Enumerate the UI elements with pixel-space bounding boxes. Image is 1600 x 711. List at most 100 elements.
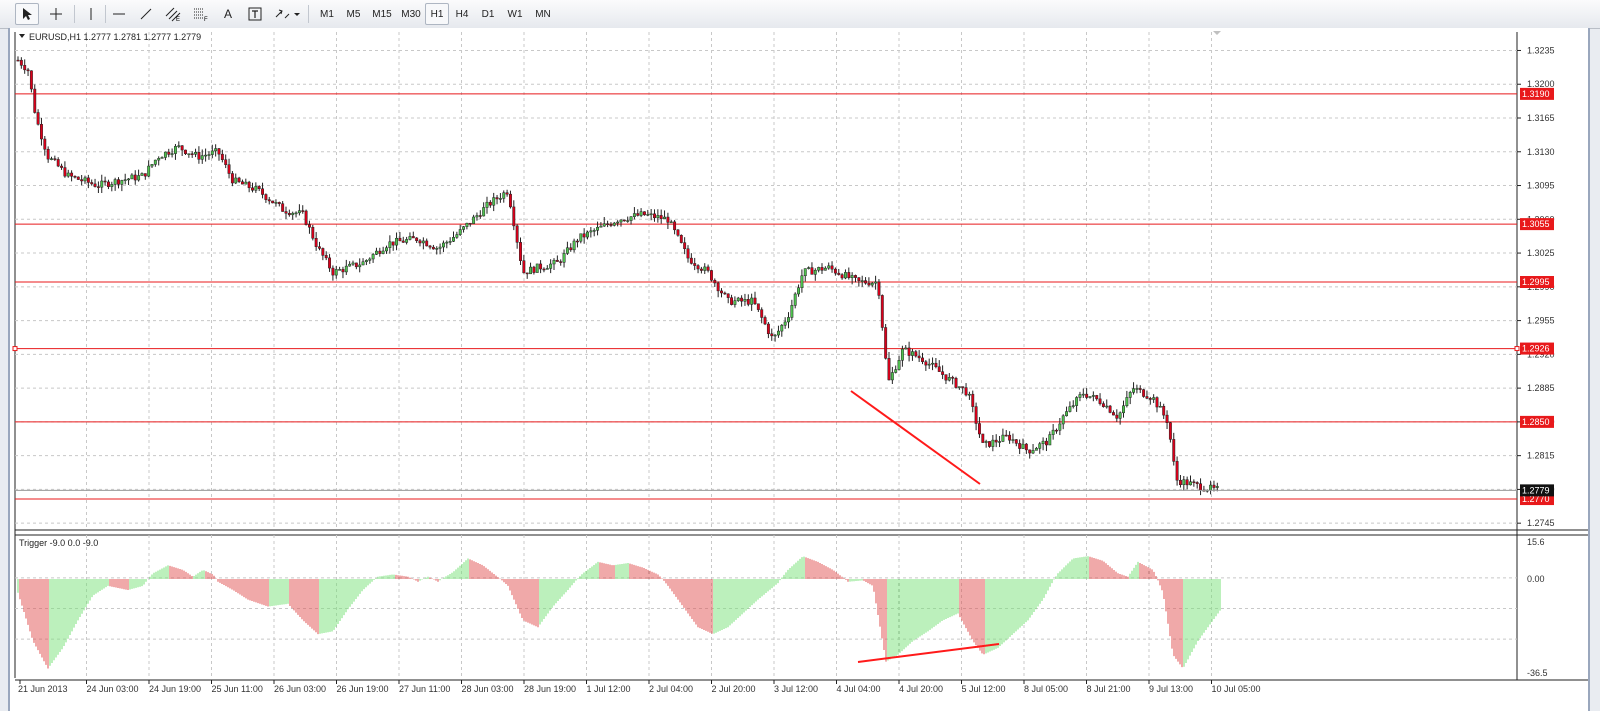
timeframe-w1-button[interactable]: W1 [501, 3, 529, 25]
bear-candle [378, 250, 382, 254]
text-label-tool-button[interactable] [244, 3, 266, 25]
bear-candle [569, 247, 573, 251]
bear-candle [46, 148, 50, 160]
bear-candle [76, 176, 80, 180]
trendline-tool-button[interactable] [135, 3, 157, 25]
vertical-line-tool-button[interactable] [80, 3, 102, 25]
bear-candle [53, 158, 57, 160]
collapse-triangle-icon[interactable] [19, 34, 25, 38]
bear-candle [686, 248, 690, 259]
bull-candle [1048, 434, 1052, 446]
bear-candle [224, 159, 228, 165]
bull-candle [130, 174, 134, 180]
bear-candle [706, 266, 710, 271]
bull-candle [797, 287, 800, 295]
indicator-trendline[interactable] [857, 643, 1000, 663]
bear-candle [117, 179, 120, 185]
price-chart[interactable]: 1.32351.32001.31651.31301.30951.30601.30… [10, 28, 1588, 711]
svg-text:F: F [204, 17, 208, 22]
bull-candle [1215, 486, 1219, 488]
bull-candle [773, 334, 777, 337]
bull-candle [1058, 423, 1062, 431]
bull-candle [552, 259, 556, 265]
time-axis-label: 24 Jun 19:00 [149, 684, 201, 694]
bear-candle [509, 193, 512, 208]
bear-candle [756, 303, 760, 310]
bull-candle [368, 258, 372, 261]
timeframe-m15-button[interactable]: M15 [367, 3, 397, 25]
timeframe-mn-button[interactable]: MN [529, 3, 557, 25]
price-trendline[interactable] [850, 390, 981, 485]
bear-candle [398, 237, 402, 242]
bear-candle [33, 88, 37, 113]
bear-candle [1195, 482, 1199, 484]
time-axis-label: 25 Jun 11:00 [212, 684, 263, 694]
time-axis-label: 10 Jul 05:00 [1212, 684, 1261, 694]
bear-candle [1085, 393, 1089, 398]
bear-candle [576, 240, 579, 243]
bull-candle [452, 237, 455, 242]
bear-candle [267, 199, 271, 202]
time-axis-label: 26 Jun 19:00 [337, 684, 389, 694]
crosshair-tool-button[interactable] [44, 3, 68, 25]
chart-window[interactable]: 1.32351.32001.31651.31301.30951.30601.30… [8, 28, 1590, 711]
bear-candle [884, 327, 888, 359]
bear-candle [415, 237, 419, 242]
bear-candle [837, 272, 841, 275]
timeframe-label: H1 [430, 8, 444, 20]
bull-candle [1158, 405, 1162, 408]
bear-candle [1018, 443, 1022, 449]
bear-candle [699, 268, 703, 271]
time-axis-label: 28 Jun 03:00 [462, 684, 514, 694]
bull-candle [334, 269, 338, 276]
bull-candle [998, 441, 1001, 443]
timeframe-d1-button[interactable]: D1 [475, 3, 501, 25]
bull-candle [465, 222, 469, 227]
price-level-label: 1.3055 [1522, 219, 1550, 229]
timeframe-label: W1 [507, 8, 523, 20]
fibonacci-tool-button[interactable]: F [190, 3, 212, 25]
bear-candle [43, 138, 47, 150]
bear-candle [277, 202, 281, 204]
equidistant-channel-tool-button[interactable]: E [162, 3, 184, 25]
horizontal-line-tool-button[interactable] [108, 3, 130, 25]
bear-candle [1145, 396, 1149, 399]
bull-candle [800, 275, 804, 289]
bear-candle [29, 70, 33, 90]
bear-candle [241, 181, 244, 185]
timeframe-m30-button[interactable]: M30 [397, 3, 425, 25]
arrows-dropdown-button[interactable] [271, 3, 303, 25]
time-axis-label: 4 Jul 20:00 [899, 684, 943, 694]
indicator-tick-label: -36.5 [1527, 668, 1548, 678]
bear-candle [36, 112, 40, 125]
bull-candle [371, 254, 375, 260]
bear-candle [961, 386, 965, 388]
bear-candle [653, 213, 656, 219]
bear-candle [854, 275, 857, 278]
bear-candle [1112, 412, 1115, 416]
chart-shift-marker-icon[interactable] [1213, 31, 1221, 35]
bear-candle [1199, 483, 1202, 491]
line-handle[interactable] [1514, 346, 1520, 352]
line-handle[interactable] [12, 346, 18, 352]
bull-candle [210, 150, 214, 155]
bear-candle [488, 201, 492, 206]
bear-candle [740, 297, 744, 302]
bull-candle [388, 241, 392, 248]
bull-candle [291, 212, 295, 216]
bull-candle [984, 441, 988, 443]
bull-candle [629, 216, 633, 221]
cursor-tool-button[interactable] [15, 3, 39, 25]
price-level-label: 1.2850 [1522, 417, 1550, 427]
bear-candle [220, 153, 224, 160]
bull-candle [207, 154, 211, 156]
bear-candle [622, 219, 626, 222]
timeframe-label: MN [535, 8, 551, 20]
timeframe-m5-button[interactable]: M5 [340, 3, 367, 25]
bear-candle [1045, 440, 1048, 446]
timeframe-m1-button[interactable]: M1 [314, 3, 340, 25]
bull-candle [150, 164, 154, 167]
timeframe-h4-button[interactable]: H4 [449, 3, 475, 25]
text-tool-button[interactable]: A [217, 3, 239, 25]
timeframe-h1-button[interactable]: H1 [425, 3, 449, 25]
